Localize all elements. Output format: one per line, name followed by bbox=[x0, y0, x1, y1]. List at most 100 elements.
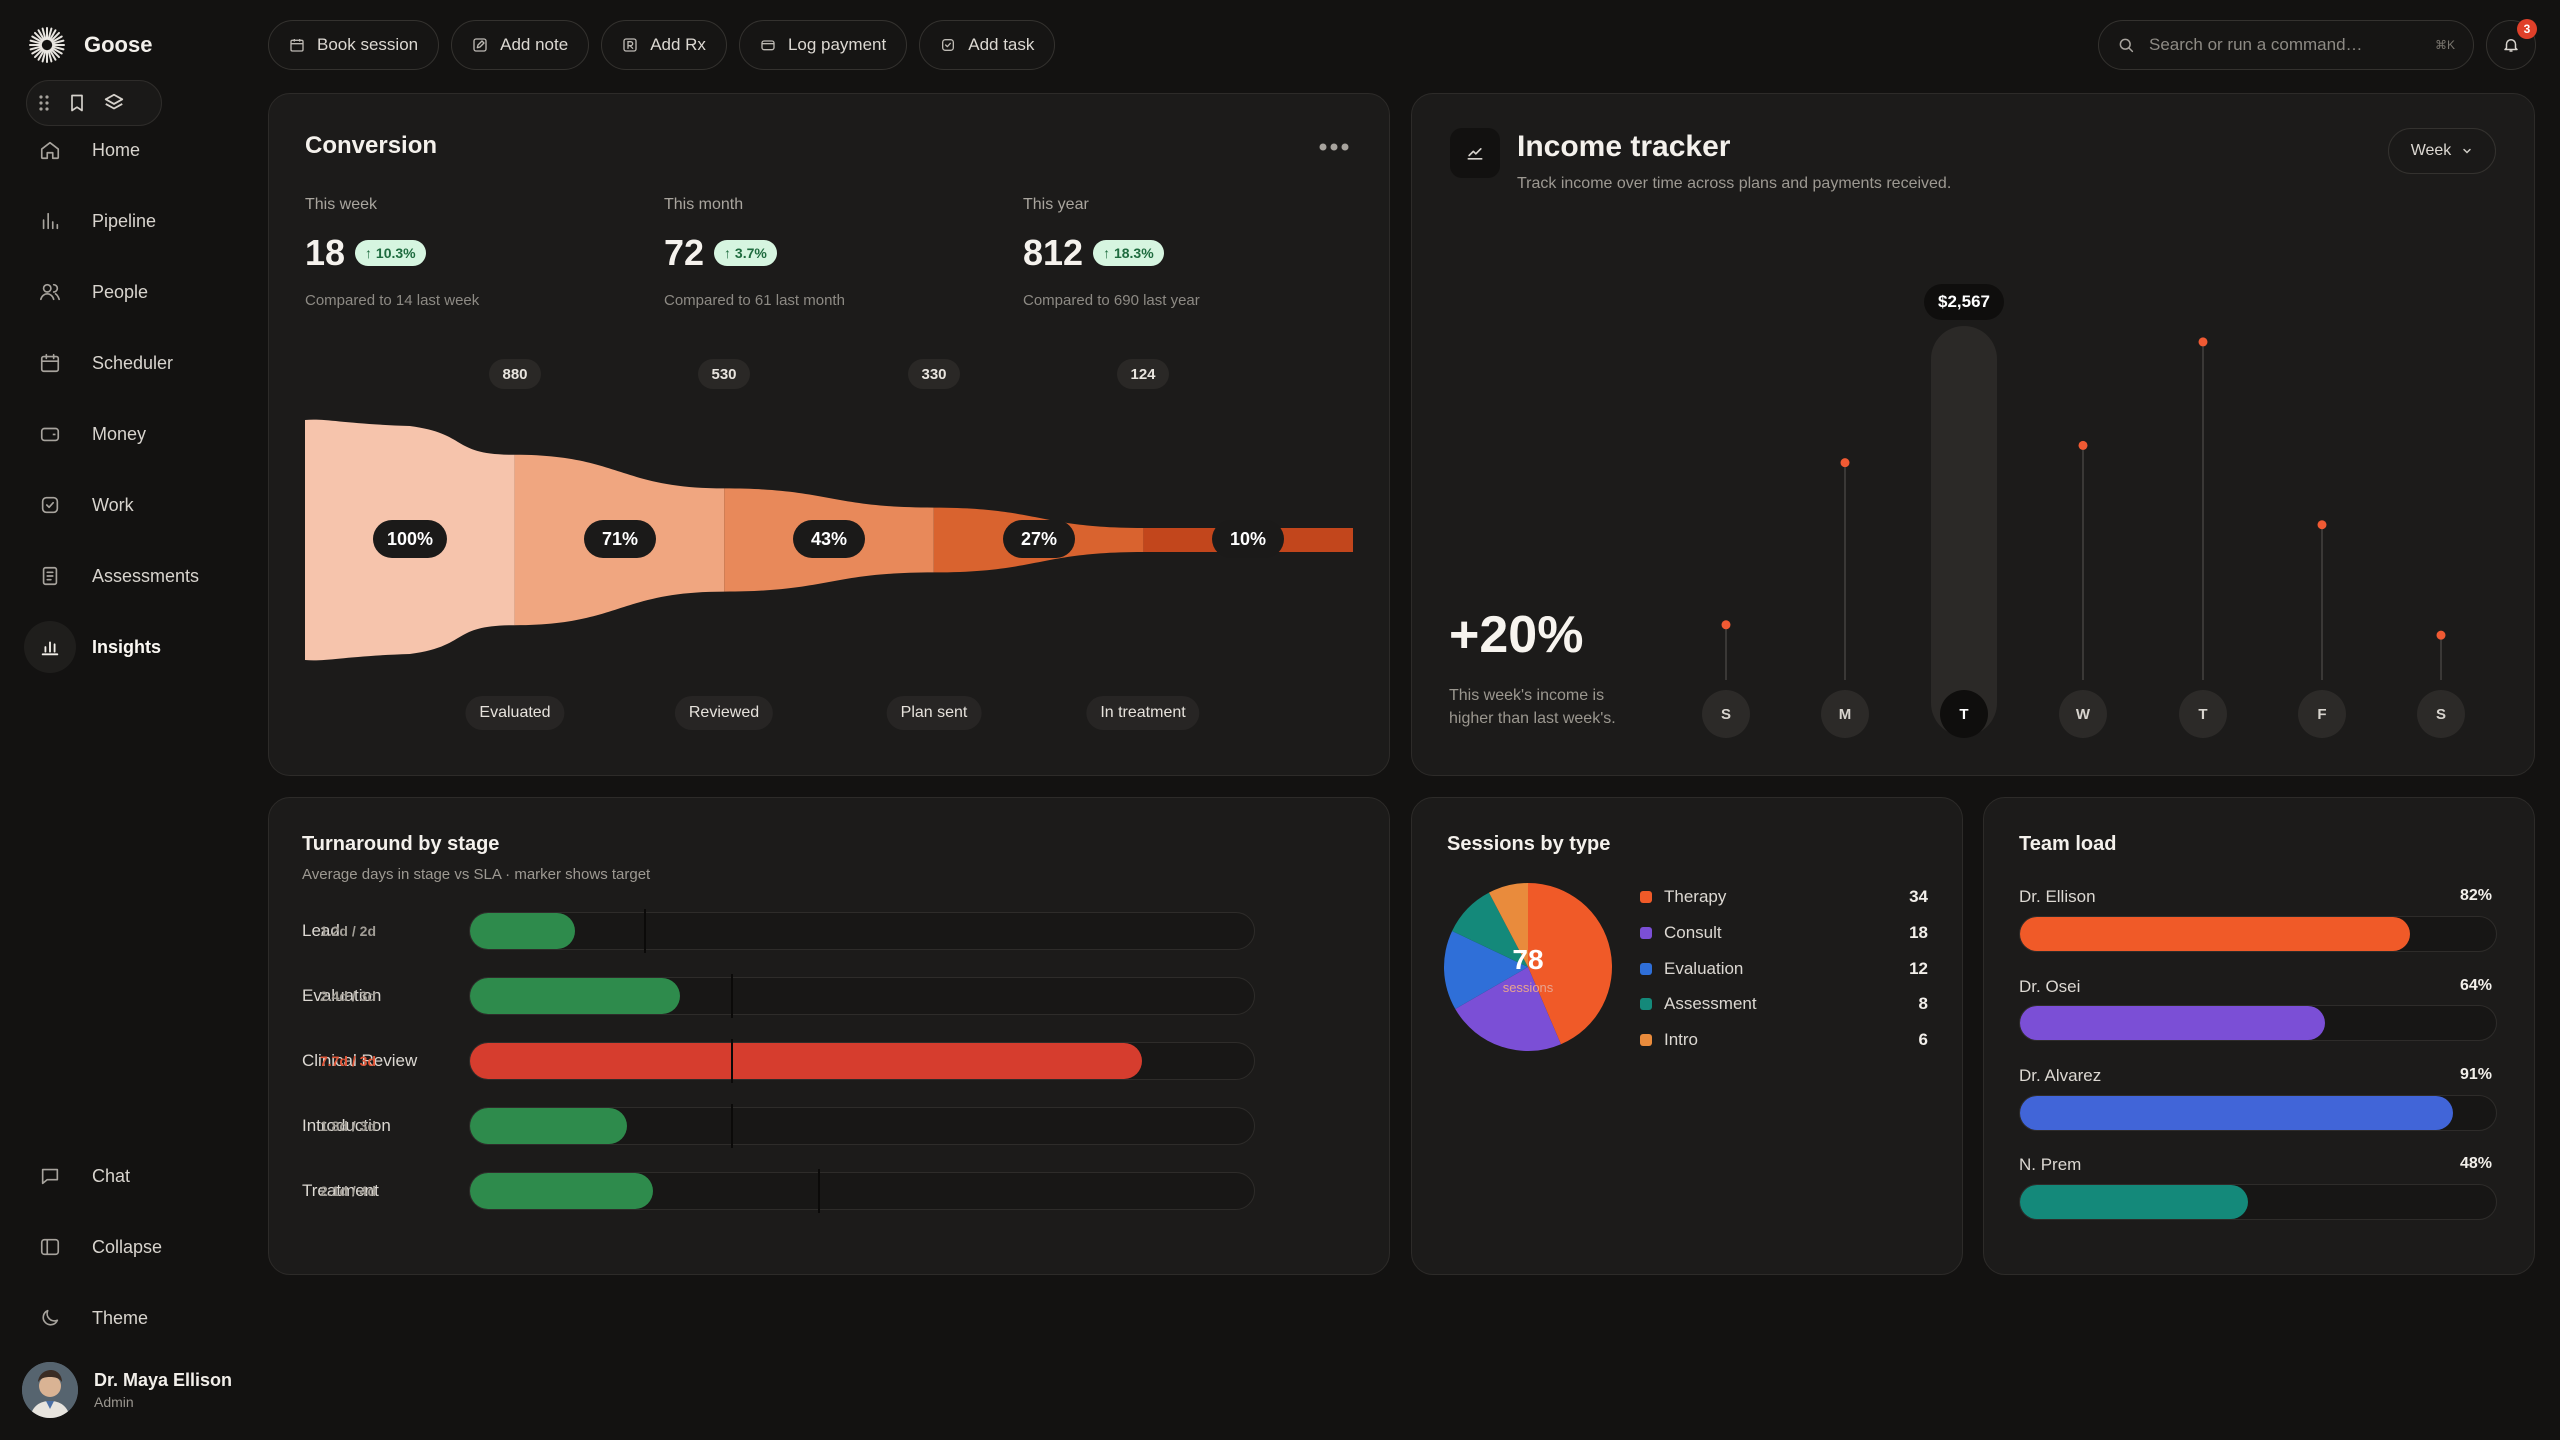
funnel-count: 330 bbox=[908, 359, 960, 389]
drag-handle-icon[interactable] bbox=[37, 94, 51, 112]
day-label-active[interactable]: T bbox=[1940, 690, 1988, 738]
moon-icon bbox=[24, 1292, 76, 1344]
turnaround-title: Turnaround by stage bbox=[302, 833, 500, 855]
legend-label: Evaluation bbox=[1664, 959, 1744, 978]
button-label: Add note bbox=[500, 35, 569, 54]
legend-swatch bbox=[1640, 963, 1652, 975]
period-select[interactable]: Week bbox=[2388, 128, 2496, 174]
stage-bar bbox=[470, 1173, 654, 1209]
stage-label: Introduction bbox=[302, 1116, 391, 1135]
notifications-button[interactable]: 3 bbox=[2486, 19, 2537, 70]
day-label[interactable]: S bbox=[1702, 690, 1750, 738]
search-placeholder: Search or run a command… bbox=[2149, 35, 2363, 54]
legend-count: 8 bbox=[1918, 994, 1928, 1013]
layers-icon[interactable] bbox=[103, 92, 125, 114]
stat-value: 18 bbox=[305, 232, 346, 273]
sidebar-item-theme[interactable]: Theme bbox=[24, 1292, 234, 1344]
stage-label: Lead bbox=[302, 921, 340, 940]
stat-label: This year bbox=[1023, 196, 1089, 213]
stat-label: This month bbox=[664, 196, 744, 213]
legend-item: Therapy 34 bbox=[1640, 885, 1928, 909]
home-icon bbox=[24, 124, 76, 176]
bookmark-icon[interactable] bbox=[67, 93, 87, 113]
chevron-down-icon bbox=[2461, 145, 2473, 157]
sla-marker bbox=[731, 1039, 733, 1083]
income-point bbox=[2198, 337, 2208, 347]
calendar-icon bbox=[289, 37, 305, 53]
sessions-title: Sessions by type bbox=[1447, 833, 1611, 855]
team-load-bar bbox=[2020, 1185, 2249, 1219]
funnel-count: 880 bbox=[489, 359, 541, 389]
legend-item: Evaluation 12 bbox=[1640, 957, 1928, 981]
stat-compare: Compared to 690 last year bbox=[1023, 292, 1200, 309]
book-session-button[interactable]: Book session bbox=[268, 20, 440, 70]
legend-label: Assessment bbox=[1664, 994, 1757, 1013]
stage-value: 2.4d / 3d bbox=[319, 988, 376, 1004]
add-task-button[interactable]: Add task bbox=[919, 20, 1056, 70]
sidebar-item-pipeline[interactable]: Pipeline bbox=[24, 195, 234, 247]
pie-slice bbox=[1455, 967, 1561, 1051]
add-note-button[interactable]: Add note bbox=[451, 20, 590, 70]
day-label[interactable]: M bbox=[1821, 690, 1869, 738]
team-member-name: Dr. Ellison bbox=[2019, 887, 2096, 906]
sidebar-item-label: Work bbox=[92, 494, 134, 515]
team-load-bar bbox=[2020, 917, 2411, 951]
brand[interactable]: Goose bbox=[28, 26, 152, 64]
add-rx-button[interactable]: Add Rx bbox=[601, 20, 727, 70]
pie-slice bbox=[1528, 883, 1612, 1045]
stat-value: 812 bbox=[1023, 232, 1084, 273]
legend-label: Consult bbox=[1664, 923, 1722, 942]
stage-track bbox=[469, 974, 1255, 1018]
clipboard-icon bbox=[24, 550, 76, 602]
team-member-pct: 82% bbox=[2459, 887, 2492, 904]
button-label: Book session bbox=[317, 35, 419, 54]
log-payment-button[interactable]: Log payment bbox=[738, 20, 908, 70]
user-name: Dr. Maya Ellison bbox=[94, 1370, 233, 1390]
avatar bbox=[22, 1362, 78, 1418]
sidebar-item-insights[interactable]: Insights bbox=[24, 621, 234, 673]
sidebar-item-work[interactable]: Work bbox=[24, 479, 234, 531]
sidebar-item-scheduler[interactable]: Scheduler bbox=[24, 337, 234, 389]
search-input[interactable]: Search or run a command… ⌘K bbox=[2098, 20, 2474, 70]
team-load-track bbox=[2019, 1005, 2497, 1041]
search-shortcut: ⌘K bbox=[2434, 38, 2455, 52]
legend-swatch bbox=[1640, 998, 1652, 1010]
more-options-icon[interactable] bbox=[1318, 142, 1350, 152]
day-label[interactable]: S bbox=[2417, 690, 2465, 738]
sidebar-toolbar bbox=[26, 80, 162, 126]
stage-label: Clinical Review bbox=[302, 1051, 418, 1070]
day-label[interactable]: W bbox=[2059, 690, 2107, 738]
conversion-title: Conversion bbox=[305, 132, 438, 159]
user-profile[interactable]: Dr. Maya Ellison Admin bbox=[22, 1362, 232, 1418]
funnel-percent: 71% bbox=[584, 520, 656, 558]
day-label[interactable]: T bbox=[2179, 690, 2227, 738]
sidebar-item-label: Insights bbox=[92, 636, 162, 657]
team-load-title: Team load bbox=[2019, 833, 2117, 855]
funnel-stage-label: Reviewed bbox=[674, 696, 774, 730]
day-label[interactable]: F bbox=[2298, 690, 2346, 738]
sla-marker bbox=[818, 1169, 821, 1213]
bell-icon bbox=[2502, 36, 2520, 54]
trend-chart-icon bbox=[1450, 128, 1500, 178]
sidebar-item-collapse[interactable]: Collapse bbox=[24, 1221, 234, 1273]
legend-count: 6 bbox=[1918, 1030, 1928, 1049]
stage-label: Treatment bbox=[302, 1181, 379, 1200]
income-tooltip: $2,567 bbox=[1924, 284, 2004, 320]
income-point bbox=[2078, 440, 2088, 450]
pie-slice bbox=[1452, 892, 1528, 967]
sidebar-item-chat[interactable]: Chat bbox=[24, 1150, 234, 1202]
team-load-track bbox=[2019, 1184, 2497, 1220]
sidebar-item-home[interactable]: Home bbox=[24, 124, 234, 176]
pie-slice bbox=[1488, 883, 1528, 967]
sidebar-item-label: Assessments bbox=[92, 565, 200, 586]
stat-label: This week bbox=[305, 196, 378, 213]
stage-value: 7.7d / 3d bbox=[319, 1053, 376, 1069]
app-name: Goose bbox=[84, 32, 153, 57]
sidebar-item-money[interactable]: Money bbox=[24, 408, 234, 460]
sidebar-item-assessments[interactable]: Assessments bbox=[24, 550, 234, 602]
sidebar-item-people[interactable]: People bbox=[24, 266, 234, 318]
stage-bar bbox=[470, 1043, 1143, 1079]
period-select-value: Week bbox=[2410, 142, 2452, 159]
income-point bbox=[2317, 520, 2327, 530]
stage-track bbox=[469, 909, 1255, 953]
